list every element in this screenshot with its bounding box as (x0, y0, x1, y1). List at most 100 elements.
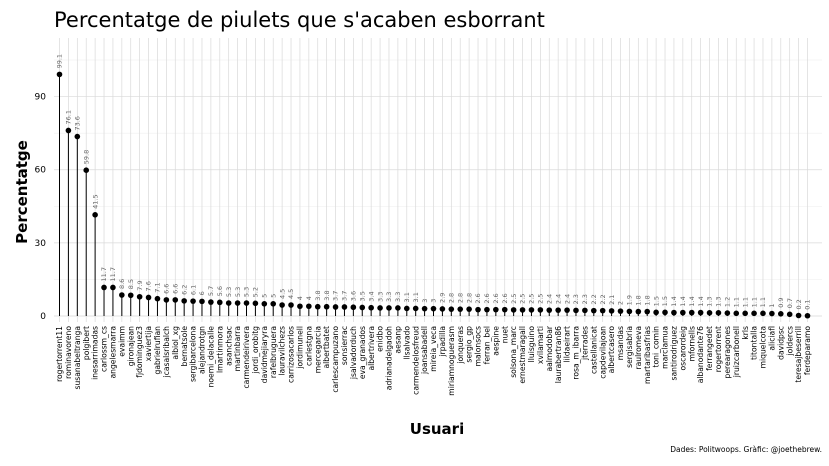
x-tick-label: xaviertija (144, 326, 153, 361)
data-point (769, 310, 775, 317)
x-tick-label: joldercs (785, 326, 794, 356)
x-tick-label: mfornells (687, 326, 696, 361)
x-tick-label: albertcasero (607, 326, 616, 374)
x-tick-label: albiol_xg (171, 326, 180, 360)
data-label: 2.3 (581, 294, 589, 304)
data-point (662, 309, 668, 316)
data-label: 3.8 (314, 290, 322, 300)
data-point (653, 309, 659, 316)
data-label: 2.1 (608, 295, 616, 305)
data-label: 1.8 (635, 295, 643, 305)
x-tick-label: rogertorrent11 (55, 326, 64, 382)
data-label: 1.5 (661, 296, 669, 306)
data-point (208, 299, 214, 305)
data-label: 1.4 (679, 296, 687, 306)
data-label: 0.1 (804, 299, 812, 309)
data-label: 2.8 (456, 293, 464, 303)
data-label: 5 (269, 294, 277, 298)
x-tick-label: gabrielrufian (153, 326, 162, 375)
x-tick-label: aliciafl (767, 326, 776, 351)
x-tick-label: capdevilajoan (598, 326, 607, 379)
data-point (493, 306, 499, 313)
caption: Dades: Politwoops. Gràfic: @joethebrew. (670, 445, 822, 454)
x-tick-label: carrizosacarlos (287, 326, 296, 383)
x-tick-label: adrianadelgadoh (385, 326, 394, 390)
data-point (306, 303, 312, 310)
data-point (92, 212, 98, 218)
x-tick-label: lluisguino (527, 326, 536, 363)
x-tick-label: carlescampuzano (331, 326, 340, 393)
data-label: 99.1 (56, 54, 64, 68)
data-point (288, 302, 294, 308)
data-label: 5.3 (225, 287, 233, 297)
data-point (297, 303, 303, 310)
data-point (403, 305, 410, 312)
x-tick-label: llsalvado (402, 326, 411, 360)
data-point (671, 309, 677, 316)
data-label: 5 (261, 294, 269, 298)
data-point (279, 302, 285, 308)
x-tick-label: raulromeva (634, 326, 643, 370)
x-tick-label: aalmodobar (545, 325, 554, 371)
data-label: 3.6 (350, 291, 358, 301)
x-tick-label: sonsierrac (340, 326, 349, 365)
data-label: 2.4 (554, 294, 562, 304)
data-label: 3.5 (358, 291, 366, 301)
x-tick-label: oscarordeig (678, 326, 687, 371)
x-tick-label: carlossm_cs (100, 326, 109, 372)
data-label: 2.8 (465, 293, 473, 303)
data-point (136, 293, 143, 300)
data-point (501, 306, 508, 313)
x-tick-label: ferrangedet (705, 326, 714, 371)
x-tick-label: eva_granados (358, 326, 367, 379)
y-tick-label: 0 (40, 312, 46, 322)
data-point (786, 311, 793, 318)
data-point (626, 308, 633, 315)
data-label: 3.4 (367, 291, 375, 301)
data-point (359, 304, 366, 311)
data-label: 4 (296, 296, 304, 300)
x-tick-label: titontalla (750, 326, 759, 360)
x-tick-label: krls (741, 326, 750, 340)
x-tick-label: ferran_bel (483, 326, 492, 364)
data-point (715, 310, 722, 316)
x-tick-label: jruizcarbonell (732, 326, 741, 378)
data-label: 0.9 (777, 297, 785, 307)
x-tick-label: xvilamarti (536, 326, 545, 364)
data-label: 5.6 (216, 286, 224, 296)
data-point (519, 307, 526, 313)
data-point (804, 312, 811, 319)
data-label: 59.8 (82, 150, 90, 164)
data-point (190, 298, 196, 304)
x-tick-label: albertrivera (367, 326, 376, 371)
data-point (582, 307, 588, 314)
data-point (457, 306, 464, 312)
x-tick-label: noemi_delacalle (206, 326, 215, 388)
data-point (644, 308, 651, 315)
data-label: 1.9 (626, 295, 634, 305)
data-label: 5.7 (207, 286, 215, 296)
data-label: 2.5 (510, 294, 518, 304)
data-label: 2.3 (572, 294, 580, 304)
x-tick-label: malonsocs (474, 326, 483, 366)
data-label: 0.7 (786, 298, 794, 308)
data-point (777, 311, 784, 317)
y-axis-title: Percentatge (13, 140, 31, 244)
data-label: 1 (768, 303, 776, 307)
x-tick-label: albanodante76 (696, 326, 705, 383)
data-label: 3.1 (412, 292, 420, 302)
data-point (635, 308, 642, 315)
x-axis-title: Usuari (410, 420, 464, 438)
data-point (83, 167, 90, 174)
data-point (74, 133, 81, 140)
x-tick-label: sergio_gp (465, 326, 474, 363)
x-tick-label: rominavoreno (64, 326, 73, 379)
data-point (119, 292, 125, 298)
data-label: 3.7 (341, 291, 349, 301)
x-tick-label: lauravilchezs (278, 326, 287, 376)
data-point (573, 307, 579, 314)
x-tick-label: angelesmarra (109, 326, 118, 379)
x-tick-label: jordi_orobitg (251, 326, 260, 375)
data-point (688, 309, 695, 316)
data-point (270, 301, 277, 307)
